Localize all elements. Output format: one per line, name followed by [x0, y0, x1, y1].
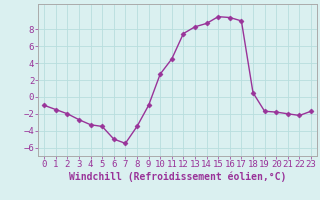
X-axis label: Windchill (Refroidissement éolien,°C): Windchill (Refroidissement éolien,°C): [69, 172, 286, 182]
